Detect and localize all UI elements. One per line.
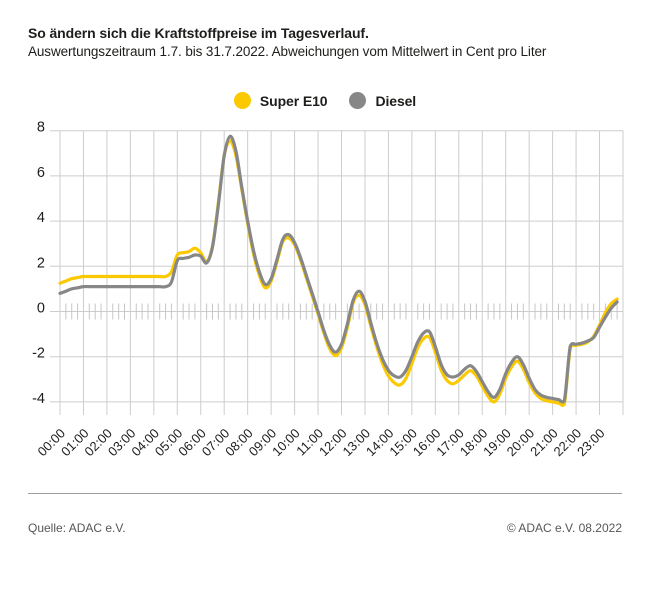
footer-divider (28, 493, 622, 494)
legend-item-diesel: Diesel (349, 92, 416, 109)
y-axis-label: 0 (37, 301, 45, 317)
legend: Super E10 Diesel (0, 92, 650, 109)
chart-subtitle: Auswertungszeitraum 1.7. bis 31.7.2022. … (28, 44, 547, 59)
y-axis-label: 4 (37, 210, 45, 226)
y-axis-label: 8 (37, 120, 45, 136)
source-note: Quelle: ADAC e.V. (28, 521, 126, 535)
legend-label-diesel: Diesel (375, 92, 417, 109)
chart-canvas: 86420-2-400:0001:0002:0003:0004:0005:000… (32, 120, 624, 460)
chart-title: So ändern sich die Kraftstoffpreise im T… (28, 25, 369, 41)
legend-item-super-e10: Super E10 (233, 92, 328, 109)
legend-label-super-e10: Super E10 (259, 92, 328, 109)
diesel-line (58, 134, 619, 404)
diesel-dot-icon (349, 92, 367, 109)
x-axis-label: 23:00 (574, 426, 608, 460)
y-axis-label: 6 (37, 165, 45, 181)
super-e10-line (58, 139, 619, 407)
y-axis-label: -2 (32, 346, 45, 362)
copyright-note: © ADAC e.V. 08.2022 (506, 521, 622, 535)
super-e10-dot-icon (233, 92, 251, 109)
price-deviation-chart: 8 6 4 2 0 -2 -4 00:00 01:00 02:00 03:00 04:00 05:00 0… (0, 115, 650, 495)
y-axis-label: 2 (37, 255, 45, 271)
y-axis-label: -4 (32, 391, 45, 407)
